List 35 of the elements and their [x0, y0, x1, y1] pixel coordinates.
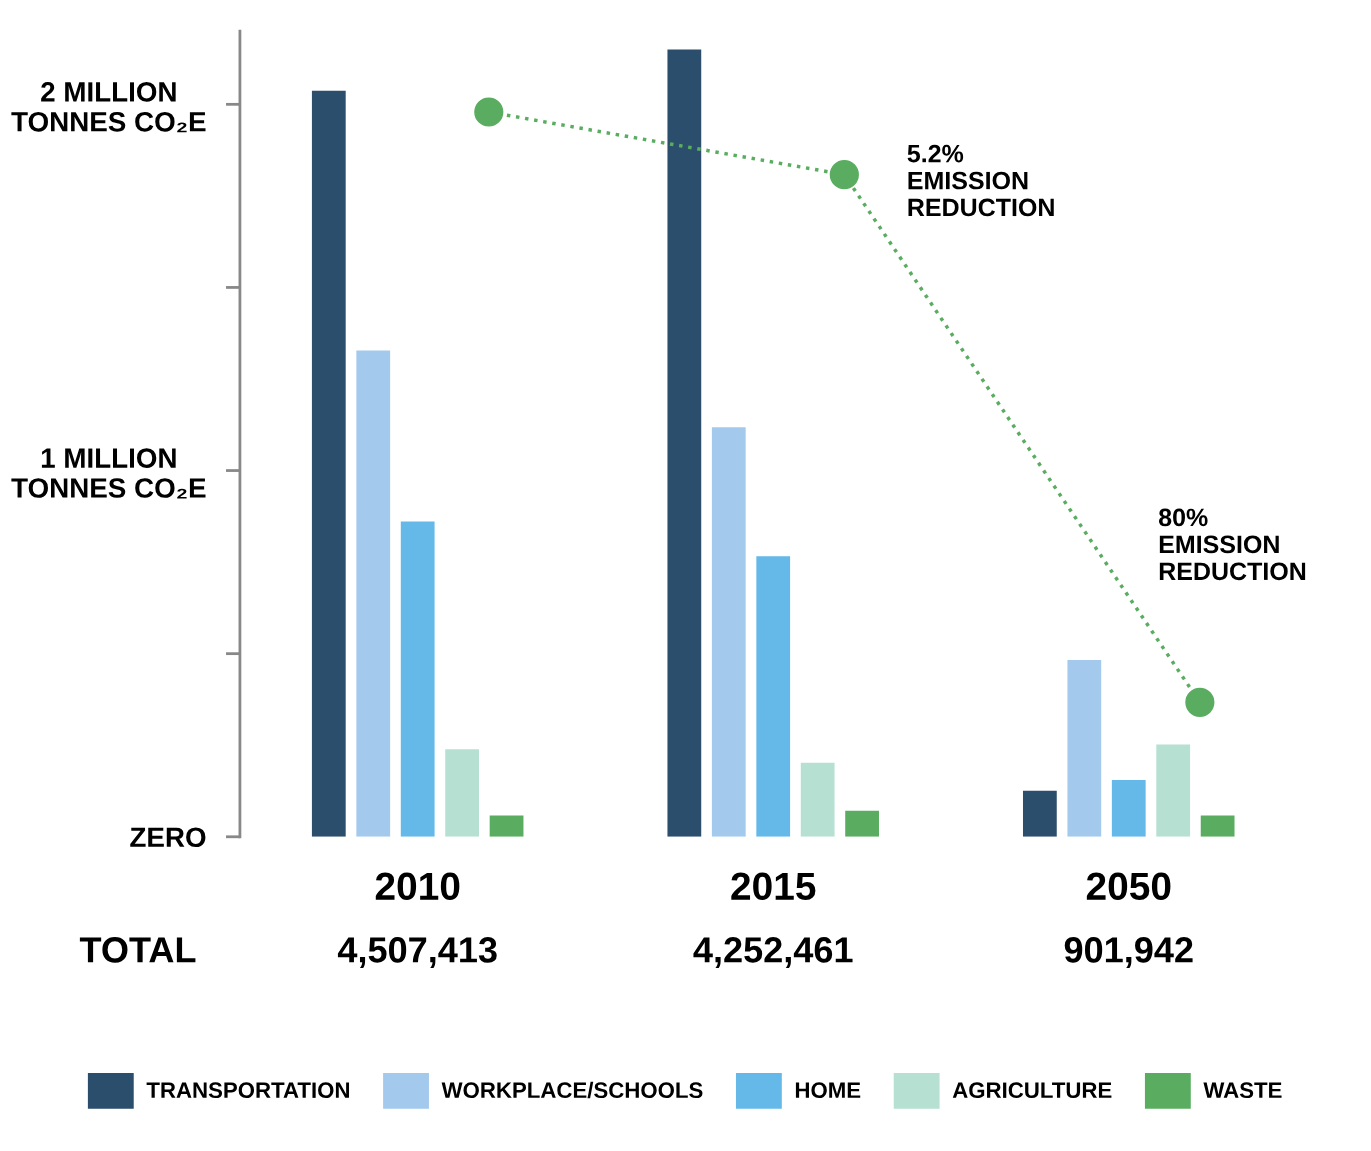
bar [489, 815, 524, 837]
legend-label: TRANSPORTATION [146, 1082, 349, 1099]
bar [1156, 744, 1191, 837]
legend-label: WASTE [1203, 1082, 1282, 1099]
bar [445, 749, 480, 837]
text: TOTAL [79, 937, 196, 963]
bar [1022, 790, 1057, 837]
bar [400, 521, 435, 837]
x-tick-label: 2015 [731, 872, 816, 901]
bar [356, 350, 391, 837]
point [829, 160, 859, 190]
legend-label: HOME [795, 1082, 861, 1099]
point [1185, 687, 1215, 717]
bar [1111, 780, 1146, 837]
bar [756, 556, 791, 837]
y-tick-label: 1 MILLION TONNES CO₂E [11, 448, 206, 499]
bar [1067, 659, 1102, 837]
bar [800, 762, 835, 837]
y-tick-label: ZERO [130, 827, 206, 848]
annotation: 5.2% EMISSION REDUCTION [907, 144, 1054, 217]
legend-label: AGRICULTURE [952, 1082, 1112, 1099]
annotation: 80% EMISSION REDUCTION [1158, 508, 1306, 581]
text: 4,507,413 [337, 937, 497, 968]
bar [1200, 815, 1235, 837]
point [474, 97, 504, 127]
text: 4,252,461 [693, 937, 853, 968]
bar [311, 90, 346, 837]
x-tick-label: 2050 [1086, 872, 1171, 901]
bar [845, 810, 879, 837]
x-tick-label: 2010 [375, 872, 460, 901]
y-tick-label: 2 MILLION TONNES CO₂E [11, 82, 206, 133]
bar [667, 49, 702, 837]
bar [711, 427, 746, 837]
legend-label: WORKPLACE/SCHOOLS [441, 1081, 703, 1099]
text: 901,942 [1064, 937, 1193, 968]
